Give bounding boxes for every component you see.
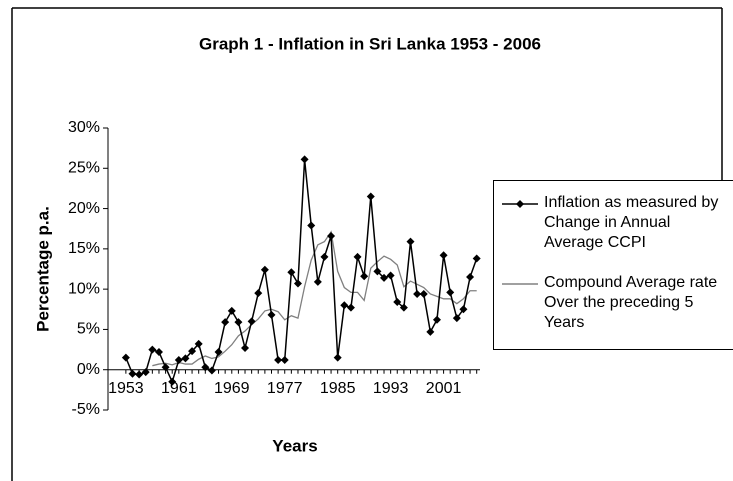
marker — [287, 268, 296, 277]
marker — [154, 347, 163, 356]
x-tick-label: 1993 — [373, 380, 409, 397]
marker — [380, 273, 389, 282]
marker — [353, 252, 362, 261]
marker — [280, 356, 289, 365]
marker — [346, 303, 355, 312]
marker — [307, 221, 316, 230]
marker — [452, 314, 461, 323]
marker — [419, 289, 428, 298]
legend-label: Inflation as measured by Change in Annua… — [544, 194, 719, 251]
x-tick-label: 1985 — [320, 380, 356, 397]
marker — [300, 155, 309, 164]
marker — [393, 298, 402, 307]
marker — [293, 279, 302, 288]
marker — [128, 369, 137, 378]
marker — [406, 237, 415, 246]
marker — [168, 377, 177, 386]
marker — [426, 327, 435, 336]
marker — [181, 354, 190, 363]
marker — [340, 301, 349, 310]
legend: Inflation as measured by Change in Annua… — [493, 180, 733, 350]
y-tick-label: -5% — [72, 401, 100, 418]
marker — [399, 303, 408, 312]
marker — [366, 192, 375, 201]
marker — [121, 353, 130, 362]
marker — [320, 252, 329, 261]
marker — [247, 317, 256, 326]
marker — [260, 265, 269, 274]
marker — [254, 289, 263, 298]
y-tick-label: 15% — [68, 240, 100, 257]
x-axis-label: Years — [272, 436, 317, 455]
marker — [161, 363, 170, 372]
y-axis-label: Percentage p.a. — [33, 206, 52, 332]
marker — [174, 356, 183, 365]
marker — [313, 277, 322, 286]
marker — [472, 254, 481, 263]
marker — [360, 272, 369, 281]
marker — [188, 347, 197, 356]
marker — [141, 368, 150, 377]
chart-title: Graph 1 - Inflation in Sri Lanka 1953 - … — [199, 34, 541, 53]
legend-key — [502, 197, 538, 211]
marker — [439, 251, 448, 260]
x-tick-label: 1961 — [161, 380, 197, 397]
x-tick-label: 2001 — [426, 380, 462, 397]
marker — [241, 343, 250, 352]
x-tick-label: 1977 — [267, 380, 303, 397]
marker — [459, 305, 468, 314]
marker — [207, 366, 216, 375]
marker — [214, 347, 223, 356]
marker — [221, 318, 230, 327]
marker — [274, 356, 283, 365]
legend-label: Compound Average rate Over the preceding… — [544, 274, 718, 331]
series-line — [125, 159, 478, 384]
marker — [135, 370, 144, 379]
marker — [227, 306, 236, 315]
marker — [386, 271, 395, 280]
y-tick-label: 30% — [68, 119, 100, 136]
marker — [267, 310, 276, 319]
y-tick-label: 25% — [68, 160, 100, 177]
marker — [327, 231, 336, 240]
y-tick-label: 20% — [68, 200, 100, 217]
marker — [432, 315, 441, 324]
marker — [413, 289, 422, 298]
y-tick-label: 5% — [77, 321, 100, 338]
marker — [333, 353, 342, 362]
marker — [201, 363, 210, 372]
y-tick-label: 10% — [68, 280, 100, 297]
marker — [194, 339, 203, 348]
y-tick-label: 0% — [77, 361, 100, 378]
marker — [234, 318, 243, 327]
x-tick-label: 1969 — [214, 380, 250, 397]
marker — [148, 345, 157, 354]
marker — [466, 273, 475, 282]
marker — [446, 288, 455, 297]
legend-key — [502, 277, 538, 291]
x-tick-label: 1953 — [108, 380, 144, 397]
marker — [373, 267, 382, 276]
